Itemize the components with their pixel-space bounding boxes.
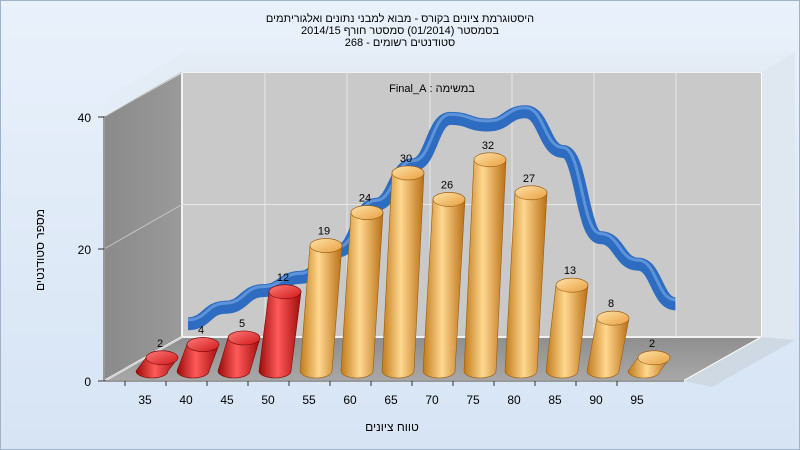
chart-title-line-2: בסמסטר (01/2014) סמסטר חורף 2014/15: [300, 25, 500, 37]
bar-65: [381, 165, 425, 379]
bar-85: [545, 277, 589, 379]
data-label-75: 32: [482, 140, 494, 152]
bar-55: [299, 238, 343, 379]
annotation: במשימה : Final_A: [389, 83, 475, 95]
x-tick-label: 90: [589, 393, 603, 407]
bar-95: [627, 350, 671, 379]
data-label-85: 13: [564, 265, 576, 277]
data-label-35: 2: [157, 338, 163, 350]
trend-ribbon-highlight: [187, 106, 676, 322]
right-slab: [762, 52, 795, 340]
bar-90: [586, 310, 630, 379]
data-label-65: 30: [400, 153, 412, 165]
bar-50: [258, 284, 302, 379]
bar-60: [340, 205, 384, 379]
x-tick-label: 45: [220, 393, 234, 407]
bar-45: [217, 330, 261, 379]
x-tick-label: 70: [425, 393, 439, 407]
y-tick-label: 0: [84, 375, 91, 389]
data-label-55: 19: [318, 226, 330, 238]
y-tick-label: 20: [78, 243, 92, 257]
grid-line-wall: [103, 204, 183, 250]
x-tick-label: 75: [466, 393, 480, 407]
y-axis-title: מספר סטודנטים: [33, 209, 47, 291]
chart-title-line-1: היסטוגרמת ציונים בקורס - מבוא למבני נתונ…: [265, 13, 535, 25]
x-tick-label: 35: [138, 393, 152, 407]
data-label-90: 8: [608, 298, 614, 310]
x-tick-label: 85: [548, 393, 562, 407]
x-tick-label: 60: [343, 393, 357, 407]
top-slab: [104, 52, 795, 116]
grid-line-wall: [103, 336, 183, 382]
x-tick-label: 80: [507, 393, 521, 407]
bar-75: [463, 152, 507, 379]
data-label-45: 5: [239, 318, 245, 330]
x-axis-title: טווח ציונים: [365, 420, 419, 434]
data-label-60: 24: [359, 193, 371, 205]
x-tick-label: 95: [630, 393, 644, 407]
bar-70: [422, 192, 466, 379]
x-tick-label: 40: [179, 393, 193, 407]
data-label-70: 26: [441, 179, 453, 191]
x-tick-label: 65: [384, 393, 398, 407]
chart-title-line-3: סטודנטים רשומים - 268: [344, 37, 456, 49]
x-tick-label: 50: [261, 393, 275, 407]
data-label-40: 4: [198, 325, 204, 337]
floor-edge: [684, 337, 795, 387]
grid-line-wall: [103, 71, 183, 118]
data-label-95: 2: [649, 338, 655, 350]
bars: [135, 152, 671, 379]
y-tick-label: 40: [78, 111, 92, 125]
bar-40: [176, 337, 220, 379]
bar-35: [135, 350, 179, 379]
data-label-50: 12: [277, 272, 289, 284]
x-tick-label: 55: [302, 393, 316, 407]
bar-80: [504, 185, 548, 379]
data-label-80: 27: [523, 173, 535, 185]
